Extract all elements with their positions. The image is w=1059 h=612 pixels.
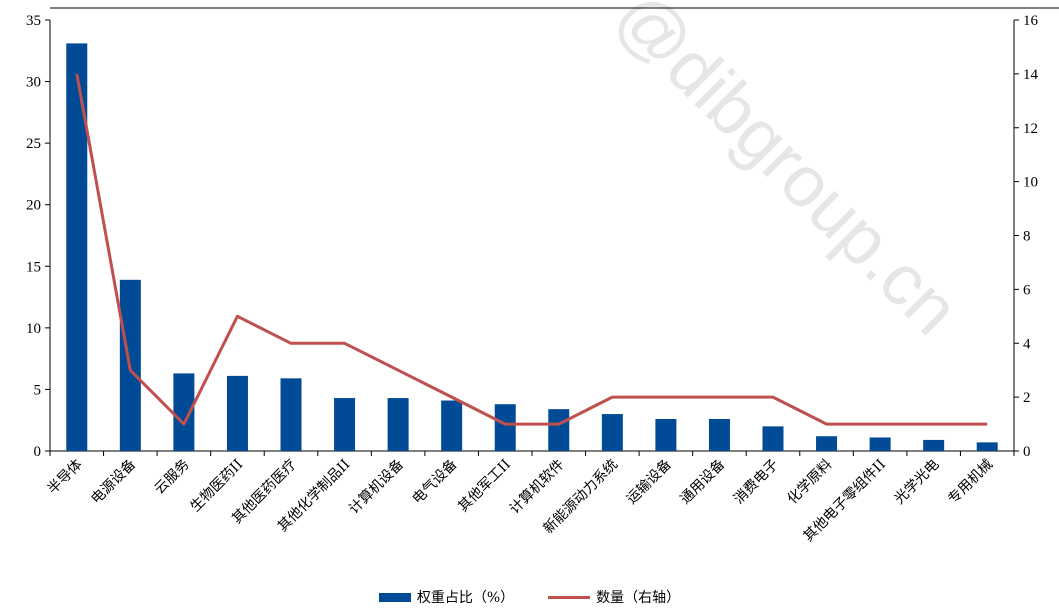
bar (548, 409, 570, 451)
x-category-label: 半导体 (45, 457, 86, 498)
y-left-tick-label: 10 (26, 321, 41, 337)
legend-swatch-bar (378, 592, 411, 602)
y-right-tick-label: 16 (1023, 13, 1039, 29)
legend-item-line: 数量（右轴） (548, 587, 680, 607)
x-category-label: 消费电子 (731, 457, 782, 508)
y-right-tick-label: 6 (1023, 282, 1031, 298)
bar (441, 400, 463, 451)
y-right-tick-label: 14 (1023, 67, 1039, 83)
bar (173, 373, 195, 451)
bar (66, 43, 88, 451)
y-left-tick-label: 5 (34, 382, 42, 398)
y-right-tick-label: 4 (1023, 336, 1031, 352)
x-category-label: 电源设备 (88, 456, 140, 508)
y-left-tick-label: 15 (26, 259, 41, 275)
y-right-tick-label: 2 (1023, 390, 1031, 406)
y-left-tick-label: 20 (26, 198, 41, 214)
legend-label-bar: 权重占比（%） (416, 590, 515, 606)
legend-label-line: 数量（右轴） (596, 590, 681, 606)
y-left-tick-label: 0 (34, 444, 42, 460)
x-category-label: 运输设备 (623, 456, 675, 508)
chart-canvas: @dibgroup.cn 0 5 10 15 20 25 30 35 0 2 4 6 8 10 12 14 16… (26, 0, 1059, 545)
bar (923, 439, 945, 451)
y-left-tick-label: 35 (26, 13, 41, 29)
y-right-tick-label: 8 (1023, 229, 1031, 245)
x-category-label: 云服务 (152, 457, 193, 498)
bar (494, 404, 516, 451)
x-category-label: 电气设备 (409, 456, 461, 508)
bar (976, 442, 998, 451)
bar (334, 398, 356, 451)
bar (655, 418, 677, 451)
x-category-label: 其他军工II (455, 457, 514, 516)
y-left-tick-label: 30 (26, 75, 41, 91)
bar (708, 418, 730, 451)
bar (226, 375, 248, 451)
y-right-tick-label: 12 (1023, 121, 1038, 137)
bar (601, 414, 623, 451)
y-right-tick-label: 10 (1023, 175, 1038, 191)
bar (280, 378, 302, 451)
y-right-tick-label: 0 (1023, 444, 1031, 460)
legend: 权重占比（%） 数量（右轴） (0, 586, 1059, 608)
x-category-label: 光学光电 (892, 457, 943, 508)
x-category-label: 计算机设备 (345, 456, 407, 518)
bar (762, 426, 784, 451)
y-left-tick-label: 25 (26, 136, 41, 152)
bar (869, 437, 891, 451)
x-category-label: 通用设备 (677, 456, 729, 508)
bar (387, 398, 409, 451)
x-category-label: 化学原料 (784, 457, 835, 508)
bar (816, 436, 838, 451)
watermark: @dibgroup.cn (600, 0, 974, 350)
legend-item-bar: 权重占比（%） (378, 587, 515, 607)
series-line (75, 73, 988, 426)
legend-swatch-line (548, 595, 591, 599)
x-category-label: 专用机械 (945, 457, 996, 508)
